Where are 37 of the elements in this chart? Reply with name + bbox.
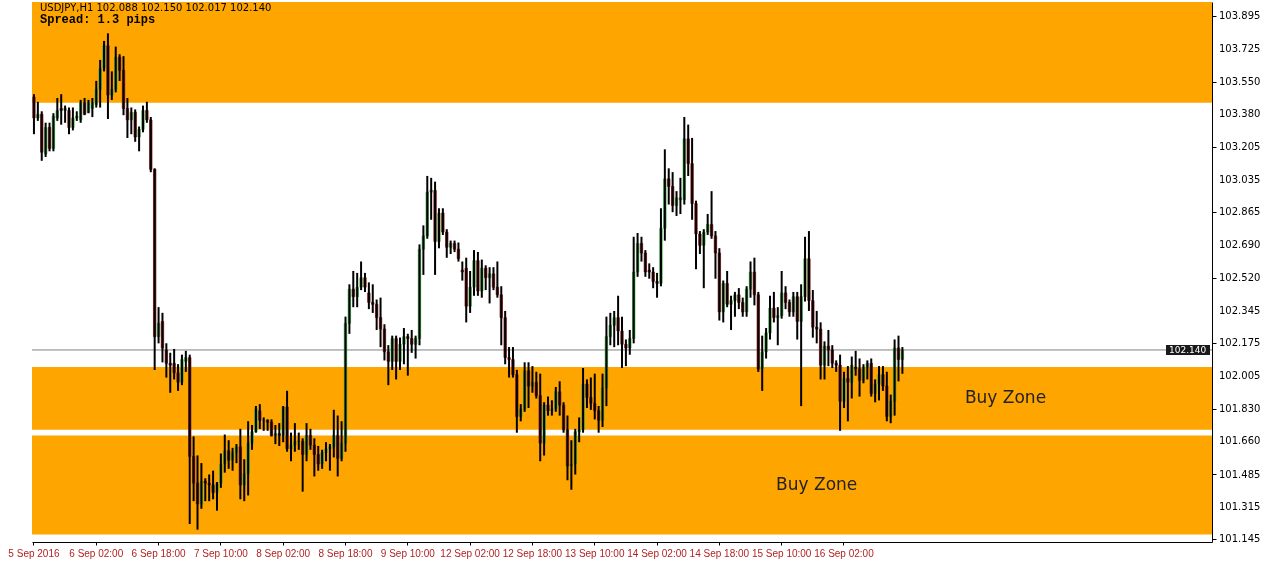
y-tick-label: 101.145	[1219, 533, 1261, 545]
y-tick-label: 102.520	[1219, 271, 1261, 283]
x-tick-label: 6 Sep 18:00	[131, 547, 186, 559]
y-tick-label: 101.315	[1219, 500, 1261, 512]
chart-title: USDJPY,H1 102.088 102.150 102.017 102.140	[40, 2, 272, 13]
x-tick-label: 14 Sep 02:00	[627, 547, 688, 559]
y-tick-label: 101.830	[1219, 402, 1261, 414]
y-tick-label: 103.725	[1219, 42, 1261, 54]
y-tick-label: 102.175	[1219, 337, 1261, 349]
y-tick-label: 103.895	[1219, 10, 1261, 22]
x-tick-label: 14 Sep 18:00	[689, 547, 750, 559]
x-tick-label: 9 Sep 10:00	[380, 547, 436, 559]
x-tick-label: 13 Sep 10:00	[564, 547, 625, 559]
x-tick-label: 8 Sep 18:00	[318, 547, 373, 559]
ref-line-label: 102.140	[1169, 344, 1207, 355]
annotation: Spread: 1.3 pips	[40, 13, 156, 27]
x-tick-label: 15 Sep 10:00	[751, 547, 812, 559]
y-tick-label: 101.660	[1219, 435, 1261, 447]
y-tick-label: 101.485	[1219, 468, 1261, 480]
x-tick-label: 16 Sep 02:00	[814, 547, 875, 559]
y-tick-label: 103.035	[1219, 173, 1261, 185]
y-tick-label: 102.345	[1219, 304, 1261, 316]
x-tick-label: 7 Sep 10:00	[193, 547, 249, 559]
candlestick	[207, 474, 211, 502]
x-tick-label: 8 Sep 02:00	[256, 547, 311, 559]
y-tick-label: 103.380	[1219, 108, 1261, 120]
y-tick-label: 102.690	[1219, 239, 1261, 251]
y-tick-label: 102.865	[1219, 206, 1261, 218]
band-label: Buy Zone	[964, 387, 1047, 408]
y-tick-label: 103.205	[1219, 141, 1261, 153]
y-tick-label: 103.550	[1219, 75, 1261, 87]
x-tick-label: 12 Sep 02:00	[440, 547, 501, 559]
band-label: Buy Zone	[776, 473, 858, 494]
y-tick-label: 102.005	[1219, 369, 1261, 381]
x-tick-label: 6 Sep 02:00	[69, 547, 124, 559]
x-tick-label: 5 Sep 2016	[8, 547, 60, 559]
x-tick-label: 12 Sep 18:00	[502, 547, 563, 559]
